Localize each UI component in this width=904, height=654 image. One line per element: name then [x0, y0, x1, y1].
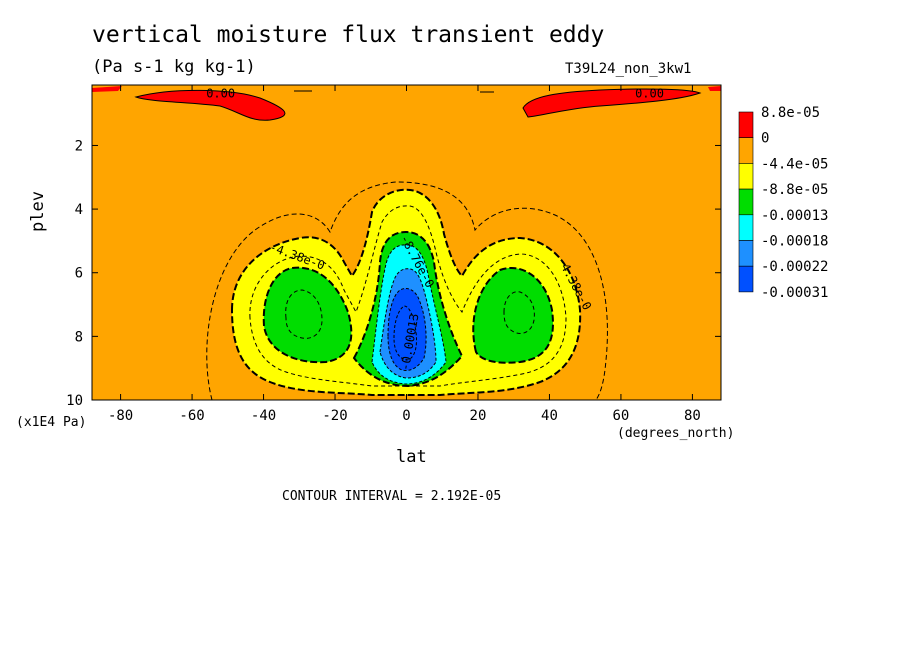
fill-red-edge-right — [708, 86, 721, 91]
contour-line-876-center — [352, 230, 464, 388]
fill-red-edge-left — [92, 86, 122, 92]
colorbar-swatch — [738, 214, 754, 241]
x-tick-label: 0 — [402, 408, 410, 424]
fill-red-left — [136, 90, 285, 121]
colorbar-label: -4.4e-05 — [761, 156, 828, 172]
contour-line-438 — [230, 188, 582, 396]
run-label: T39L24_non_3kw1 — [565, 61, 692, 77]
y-tick-label: 6 — [75, 266, 83, 282]
contour-line-center-1 — [371, 244, 447, 385]
y-tick-label: 2 — [75, 138, 83, 154]
y-tick-label: 8 — [75, 329, 83, 345]
colorbar-label: 8.8e-05 — [761, 105, 820, 121]
x-tick-label: 40 — [541, 408, 558, 424]
colorbar-label: 0 — [761, 131, 769, 147]
colorbar-swatch — [738, 265, 754, 293]
chart-title: vertical moisture flux transient eddy — [92, 22, 605, 48]
contour-interval: CONTOUR INTERVAL = 2.192E-05 — [282, 489, 502, 504]
contour-line-layer — [134, 88, 702, 400]
y-tick-label: 10 — [66, 393, 83, 409]
colorbar-swatch — [738, 163, 754, 190]
colorbar-label: -0.00022 — [761, 259, 828, 275]
x-axis-label: lat — [396, 447, 427, 467]
colorbar-label: -0.00018 — [761, 234, 828, 250]
contour-line-657 — [249, 205, 567, 387]
x-tick-label: -80 — [108, 408, 133, 424]
colorbar-swatch — [738, 137, 754, 164]
contour-line-center-3 — [387, 288, 427, 371]
axes: -80 -60 -40 -20 0 20 40 60 80 2 4 6 8 10 — [66, 85, 721, 424]
contour-label: 0.00 — [206, 87, 235, 101]
contour-fill-layer — [92, 85, 721, 400]
x-tick-label: 80 — [684, 408, 701, 424]
chart-units: (Pa s-1 kg kg-1) — [92, 57, 256, 77]
contour-line-zero-left — [134, 89, 286, 121]
x-tick-label: 60 — [613, 408, 630, 424]
colorbar-swatch — [738, 111, 754, 139]
contour-line-876-left — [262, 266, 353, 364]
x-axis-unit: (degrees_north) — [617, 426, 735, 441]
colorbar-swatch — [738, 240, 754, 267]
contour-line-center-4 — [393, 305, 417, 361]
colorbar-label: -8.8e-05 — [761, 182, 828, 198]
x-tick-label: -60 — [179, 408, 204, 424]
x-tick-label: -20 — [322, 408, 347, 424]
colorbar-label: -0.00031 — [761, 285, 828, 301]
x-tick-label: -40 — [251, 408, 276, 424]
colorbar-swatch — [738, 188, 754, 216]
contour-line-876-right — [472, 267, 554, 364]
colorbar: 8.8e-05 0 -4.4e-05 -8.8e-05 -0.00013 -0.00018… — [738, 105, 828, 301]
contour-label: 0.00 — [635, 87, 664, 101]
colorbar-label: -0.00013 — [761, 208, 828, 224]
fill-green-right — [473, 267, 553, 363]
contour-line-lobe-left — [285, 289, 323, 339]
fill-green-left — [263, 267, 352, 363]
fill-blue — [388, 288, 427, 371]
contour-line-lobe-right — [503, 291, 535, 334]
contour-line-zero-right — [522, 88, 702, 118]
y-tick-label: 4 — [75, 202, 83, 218]
contour-line-outer — [206, 181, 608, 400]
x-tick-label: 20 — [470, 408, 487, 424]
y-axis-unit: (x1E4 Pa) — [16, 415, 87, 430]
